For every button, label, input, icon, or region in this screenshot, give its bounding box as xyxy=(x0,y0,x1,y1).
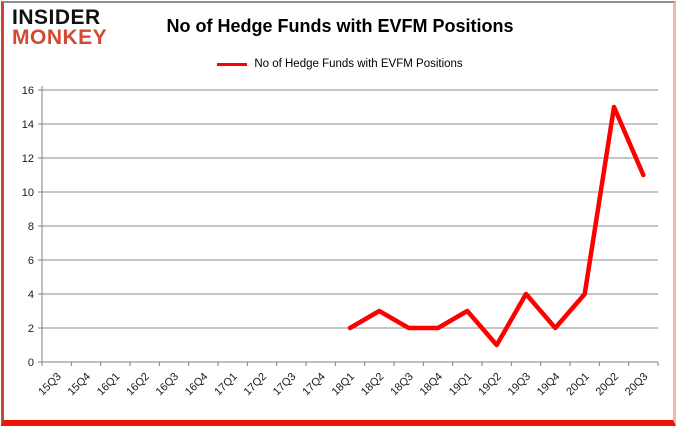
y-axis-label: 10 xyxy=(22,187,34,199)
chart-title: No of Hedge Funds with EVFM Positions xyxy=(166,16,514,36)
x-axis-label: 16Q2 xyxy=(124,371,152,399)
x-axis-label: 19Q3 xyxy=(506,371,534,399)
x-axis-label: 16Q3 xyxy=(154,371,182,399)
legend-line-swatch xyxy=(217,62,248,66)
x-axis-label: 17Q4 xyxy=(300,371,328,399)
x-axis-label: 17Q3 xyxy=(271,371,299,399)
x-axis-label: 18Q3 xyxy=(388,371,416,399)
x-axis-label: 16Q1 xyxy=(95,371,123,399)
legend-label: No of Hedge Funds with EVFM Positions xyxy=(254,58,463,70)
x-axis-label: 18Q4 xyxy=(418,371,446,399)
y-axis-label: 6 xyxy=(28,255,34,267)
y-axis-label: 4 xyxy=(28,289,34,301)
y-axis-label: 8 xyxy=(28,221,34,233)
x-axis-label: 18Q2 xyxy=(359,371,387,399)
chart-area: 0 2 4 6 8 10 12 14 16 15Q3 15Q4 16Q1 16Q2 16Q3 16Q4 17Q… xyxy=(0,80,680,420)
x-axis-label: 15Q3 xyxy=(36,371,64,399)
x-axis-label: 19Q4 xyxy=(535,371,563,399)
x-axis-label: 17Q1 xyxy=(212,371,240,399)
x-axis-label: 19Q2 xyxy=(476,371,504,399)
insider-monkey-logo: INSIDER MONKEY xyxy=(12,6,108,49)
y-axis-label: 0 xyxy=(28,357,34,369)
y-axis-label: 16 xyxy=(22,85,34,97)
x-axis-label: 16Q4 xyxy=(183,371,211,399)
y-axis-label: 12 xyxy=(22,153,34,165)
x-axis-label: 17Q2 xyxy=(242,371,270,399)
y-axis-label: 2 xyxy=(28,323,34,335)
logo-line-insider: INSIDER xyxy=(12,6,101,29)
x-axis-label: 20Q1 xyxy=(564,371,592,399)
x-axis-label: 20Q2 xyxy=(594,371,622,399)
x-axis-label: 15Q4 xyxy=(66,371,94,399)
y-axis-label: 14 xyxy=(22,119,34,131)
series-line xyxy=(347,104,646,348)
x-axis-label: 18Q1 xyxy=(330,371,358,399)
x-axis-label: 20Q3 xyxy=(623,371,651,399)
x-axis-label: 19Q1 xyxy=(447,371,475,399)
logo-line-monkey: MONKEY xyxy=(12,26,108,49)
chart-legend: No of Hedge Funds with EVFM Positions xyxy=(0,58,680,70)
